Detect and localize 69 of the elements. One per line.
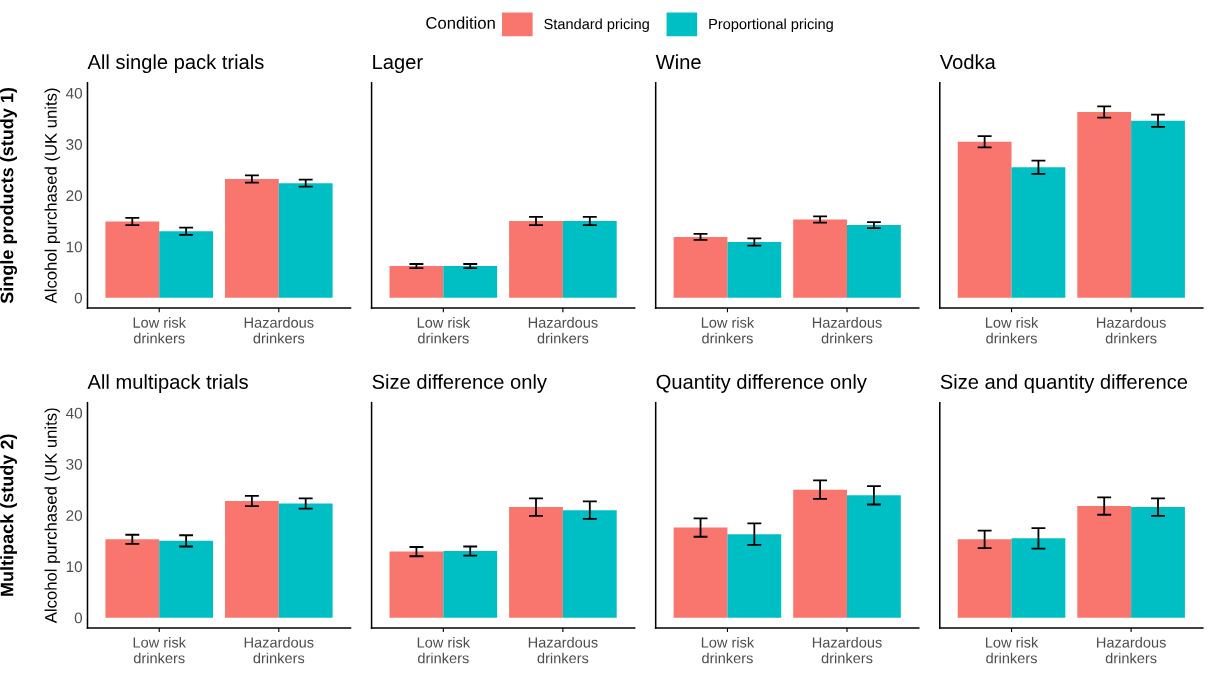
chart-title: All multipack trials — [87, 374, 248, 393]
chart-title: Size difference only — [372, 374, 547, 393]
y-tick-label: 0 — [74, 612, 83, 624]
y-axis-title: Alcohol purchased (UK units) — [44, 88, 61, 304]
x-tick-label: Hazardous drinkers — [244, 636, 314, 664]
bar — [673, 527, 728, 618]
bar — [224, 500, 279, 618]
text: Single products (study 1) — [0, 87, 18, 304]
x-tick-label: Hazardous drinkers — [812, 317, 882, 344]
bar — [1131, 120, 1185, 298]
bar — [1077, 111, 1132, 298]
chart-title: Size and quantity difference — [940, 374, 1188, 393]
bar — [793, 219, 847, 298]
chart-title: All single pack trials — [87, 54, 264, 74]
x-tick-label: Hazardous drinkers — [1097, 317, 1166, 344]
y-tick-label: 0 — [74, 292, 83, 304]
x-tick-label: Low risk drinkers — [417, 636, 471, 664]
x-tick-label: Low risk drinkers — [701, 636, 755, 664]
bar — [278, 503, 333, 618]
bar — [957, 539, 1012, 618]
chart-title: Vodka — [939, 54, 996, 70]
bar — [847, 225, 901, 298]
y-tick-label: 20 — [66, 190, 83, 202]
bar — [105, 221, 160, 298]
y-axis-title: Alcohol purchased (UK units) — [44, 408, 61, 624]
x-tick-label: Hazardous drinkers — [528, 636, 598, 664]
y-tick-label: 10 — [66, 561, 83, 573]
bar — [105, 539, 160, 618]
y-tick-label: 10 — [66, 241, 83, 253]
bar — [224, 179, 279, 298]
y-tick-label: 30 — [66, 458, 83, 470]
legend-label: Proportional pricing — [709, 18, 833, 33]
chart-title: Quantity difference only — [656, 374, 867, 393]
y-tick-label: 40 — [65, 407, 83, 419]
bar — [443, 551, 498, 618]
bar — [562, 510, 617, 618]
legend-title: Condition — [426, 16, 495, 29]
bar — [1011, 167, 1066, 298]
bar — [727, 242, 782, 298]
text: Multipack (study 2) — [0, 434, 17, 596]
bar — [793, 489, 847, 618]
bar — [1011, 538, 1066, 618]
legend-label: Standard pricing — [544, 18, 649, 33]
bar — [957, 141, 1012, 298]
bar — [389, 551, 444, 618]
x-tick-label: Hazardous drinkers — [244, 317, 314, 344]
x-tick-label: Low risk drinkers — [985, 636, 1039, 664]
x-tick-label: Low risk drinkers — [133, 636, 186, 664]
y-tick-label: 30 — [66, 139, 83, 150]
bar — [673, 236, 728, 298]
y-tick-label: 20 — [66, 510, 83, 521]
bar — [1077, 506, 1132, 618]
chart-title: Wine — [655, 54, 701, 70]
chart-title: Lager — [373, 55, 423, 74]
x-tick-label: Low risk drinkers — [701, 317, 755, 344]
bar — [727, 534, 782, 618]
x-tick-label: Hazardous drinkers — [528, 317, 598, 344]
x-tick-label: Hazardous drinkers — [812, 636, 882, 664]
y-tick-label: 40 — [65, 87, 83, 99]
bar — [509, 507, 563, 618]
x-tick-label: Low risk drinkers — [133, 317, 186, 344]
bar — [1131, 507, 1185, 618]
bar — [847, 495, 901, 618]
x-tick-label: Low risk drinkers — [985, 317, 1039, 344]
bar — [159, 231, 214, 298]
x-tick-label: Low risk drinkers — [417, 317, 471, 344]
x-tick-label: Hazardous drinkers — [1097, 636, 1166, 664]
bar — [159, 540, 214, 618]
bar — [278, 183, 333, 298]
